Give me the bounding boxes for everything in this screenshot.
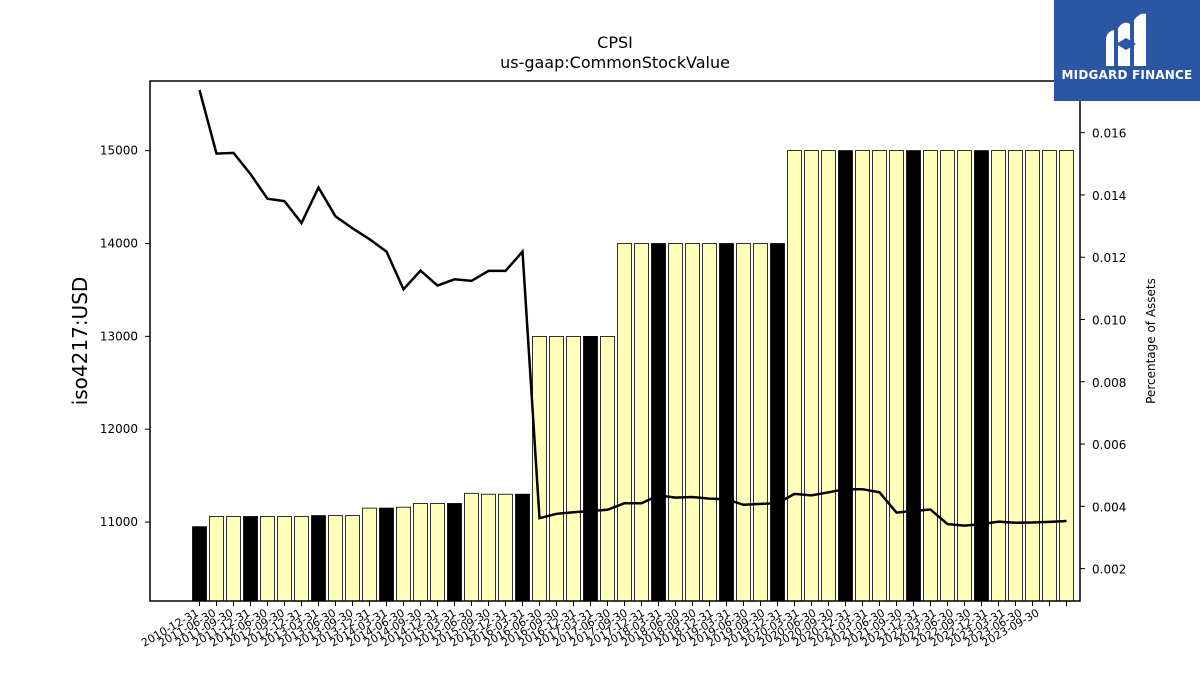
bar xyxy=(1059,150,1074,602)
bar xyxy=(192,526,207,602)
bar xyxy=(736,243,751,602)
y2-tick-label: 0.008 xyxy=(1092,376,1126,390)
bar xyxy=(634,243,649,602)
bar xyxy=(362,507,377,602)
bar xyxy=(702,243,717,602)
y-tick-label: 15000 xyxy=(100,144,138,158)
y2-tick-label: 0.010 xyxy=(1092,314,1126,328)
bar xyxy=(328,515,343,602)
bars xyxy=(192,150,1074,602)
bar xyxy=(1025,150,1040,602)
bar xyxy=(379,507,394,602)
bar xyxy=(600,335,615,602)
bar xyxy=(957,150,972,602)
y-axis-label: iso4217:USD xyxy=(68,277,92,406)
plot-frame xyxy=(149,80,1081,602)
bar xyxy=(430,503,445,602)
bar xyxy=(770,243,785,602)
bar xyxy=(549,335,564,602)
y2-tick-label: 0.004 xyxy=(1092,500,1126,514)
bar xyxy=(515,493,530,602)
bar xyxy=(991,150,1006,602)
bar xyxy=(923,150,938,602)
bar xyxy=(481,493,496,602)
percentage-line xyxy=(198,89,1067,527)
y2-tick-label: 0.014 xyxy=(1092,189,1126,203)
bar xyxy=(583,335,598,602)
bar xyxy=(294,516,309,602)
y2-tick-label: 0.012 xyxy=(1092,251,1126,265)
bar xyxy=(787,150,802,602)
y2-axis-label: Percentage of Assets xyxy=(1144,278,1158,404)
bar xyxy=(685,243,700,602)
y-tick-label: 12000 xyxy=(100,422,138,436)
bar xyxy=(719,243,734,602)
bar xyxy=(413,503,428,602)
bar xyxy=(651,243,666,602)
y-tick-label: 14000 xyxy=(100,237,138,251)
bar xyxy=(889,150,904,602)
bar xyxy=(209,516,224,602)
logo-text: MIDGARD FINANCE xyxy=(1061,68,1193,82)
bar xyxy=(617,243,632,602)
bar xyxy=(311,515,326,602)
bar xyxy=(277,516,292,602)
chart-title: CPSI xyxy=(597,33,633,52)
bar xyxy=(226,516,241,602)
x-axis: 2010-12-312011-06-302011-09-302011-12-31… xyxy=(139,601,1067,650)
bar xyxy=(243,516,258,602)
bar xyxy=(668,243,683,602)
bar xyxy=(838,150,853,602)
bar xyxy=(974,150,989,602)
y-axis-left: 11000 12000 13000 14000 15000 xyxy=(100,144,150,529)
bar xyxy=(872,150,887,602)
y2-tick-label: 0.002 xyxy=(1092,563,1126,577)
midgard-finance-logo: MIDGARD FINANCE xyxy=(1054,0,1200,101)
bar xyxy=(753,243,768,602)
bar xyxy=(940,150,955,602)
y2-tick-label: 0.006 xyxy=(1092,438,1126,452)
bar xyxy=(396,506,411,602)
y-tick-label: 13000 xyxy=(100,329,138,343)
bar xyxy=(260,516,275,602)
bar xyxy=(804,150,819,602)
bar xyxy=(906,150,921,602)
bar xyxy=(532,335,547,602)
bar xyxy=(1042,150,1057,602)
y-tick-label: 11000 xyxy=(100,515,138,529)
bar xyxy=(1008,150,1023,602)
bar xyxy=(498,493,513,602)
chart-subtitle: us-gaap:CommonStockValue xyxy=(500,53,730,72)
y2-tick-label: 0.016 xyxy=(1092,127,1126,141)
bar xyxy=(345,515,360,602)
bar xyxy=(821,150,836,602)
bar xyxy=(447,503,462,602)
bar xyxy=(464,492,479,602)
bar xyxy=(566,335,581,602)
bar xyxy=(855,150,870,602)
midgard-logo-icon xyxy=(1106,13,1146,67)
y-axis-right: 0.002 0.004 0.006 0.008 0.010 0.012 0.014 0.016 xyxy=(1080,127,1126,577)
